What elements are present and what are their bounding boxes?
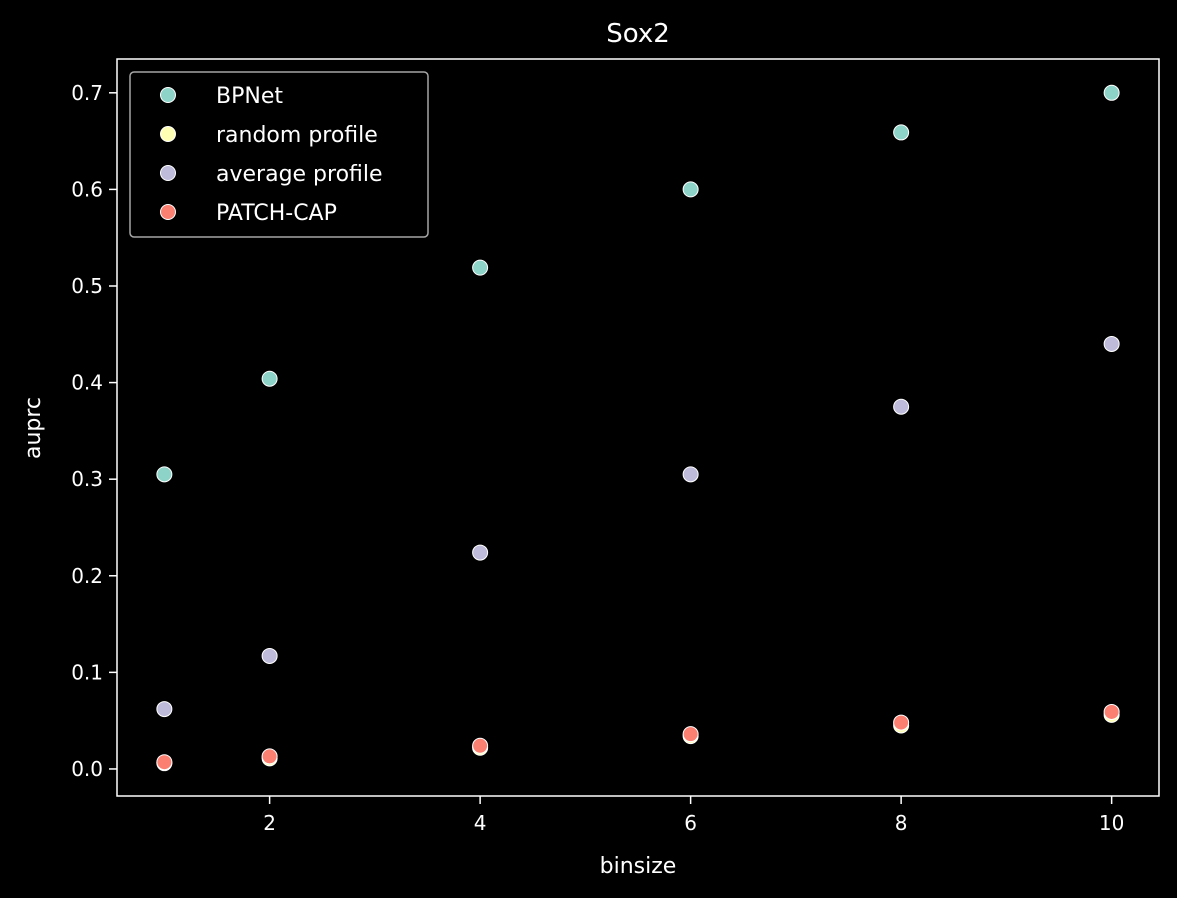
data-point [1103,703,1120,720]
y-axis-label: auprc [21,397,46,459]
y-tick-label: 0.0 [71,757,103,781]
x-tick-label: 6 [684,811,697,835]
data-point [682,181,699,198]
data-point [261,370,278,387]
data-point [261,748,278,765]
y-tick-label: 0.4 [71,371,103,395]
data-point [682,726,699,743]
data-point [156,754,173,771]
data-point [893,124,910,141]
data-point [893,398,910,415]
y-tick-label: 0.5 [71,274,103,298]
x-tick-label: 8 [895,811,908,835]
y-tick-label: 0.3 [71,467,103,491]
legend-box [129,71,429,238]
data-point [261,647,278,664]
data-point [893,714,910,731]
legend-marker [160,204,176,220]
series-average-profile [156,335,1120,718]
data-point [472,544,489,561]
series-bpnet [156,84,1120,483]
legend-marker [160,126,176,142]
y-tick-label: 0.6 [71,177,103,201]
x-tick-label: 2 [263,811,276,835]
y-tick-label: 0.2 [71,564,103,588]
x-axis: 2 4 6 8 10 [263,796,1124,835]
chart-title: Sox2 [606,19,670,49]
x-axis-label: binsize [600,854,677,879]
data-point [472,259,489,276]
data-point [472,737,489,754]
legend-label: average profile [216,162,383,187]
data-point [156,701,173,718]
data-point [682,466,699,483]
y-tick-label: 0.7 [71,81,103,105]
legend-marker [160,87,176,103]
data-point [1103,335,1120,352]
legend-label: random profile [216,123,378,148]
data-point [1103,84,1120,101]
plot-area [156,84,1120,772]
legend: BPNet random profile average profile PATCH-… [129,71,429,238]
y-axis: 0.0 0.1 0.2 0.3 0.4 0.5 0.6 0.7 [71,81,117,781]
legend-marker [160,165,176,181]
data-point [156,466,173,483]
x-tick-label: 10 [1099,811,1124,835]
y-tick-label: 0.1 [71,660,103,684]
plot-frame [116,58,1160,797]
legend-label: BPNet [216,84,283,109]
series-patch-cap [156,703,1120,771]
legend-label: PATCH-CAP [216,201,337,226]
x-tick-label: 4 [474,811,487,835]
